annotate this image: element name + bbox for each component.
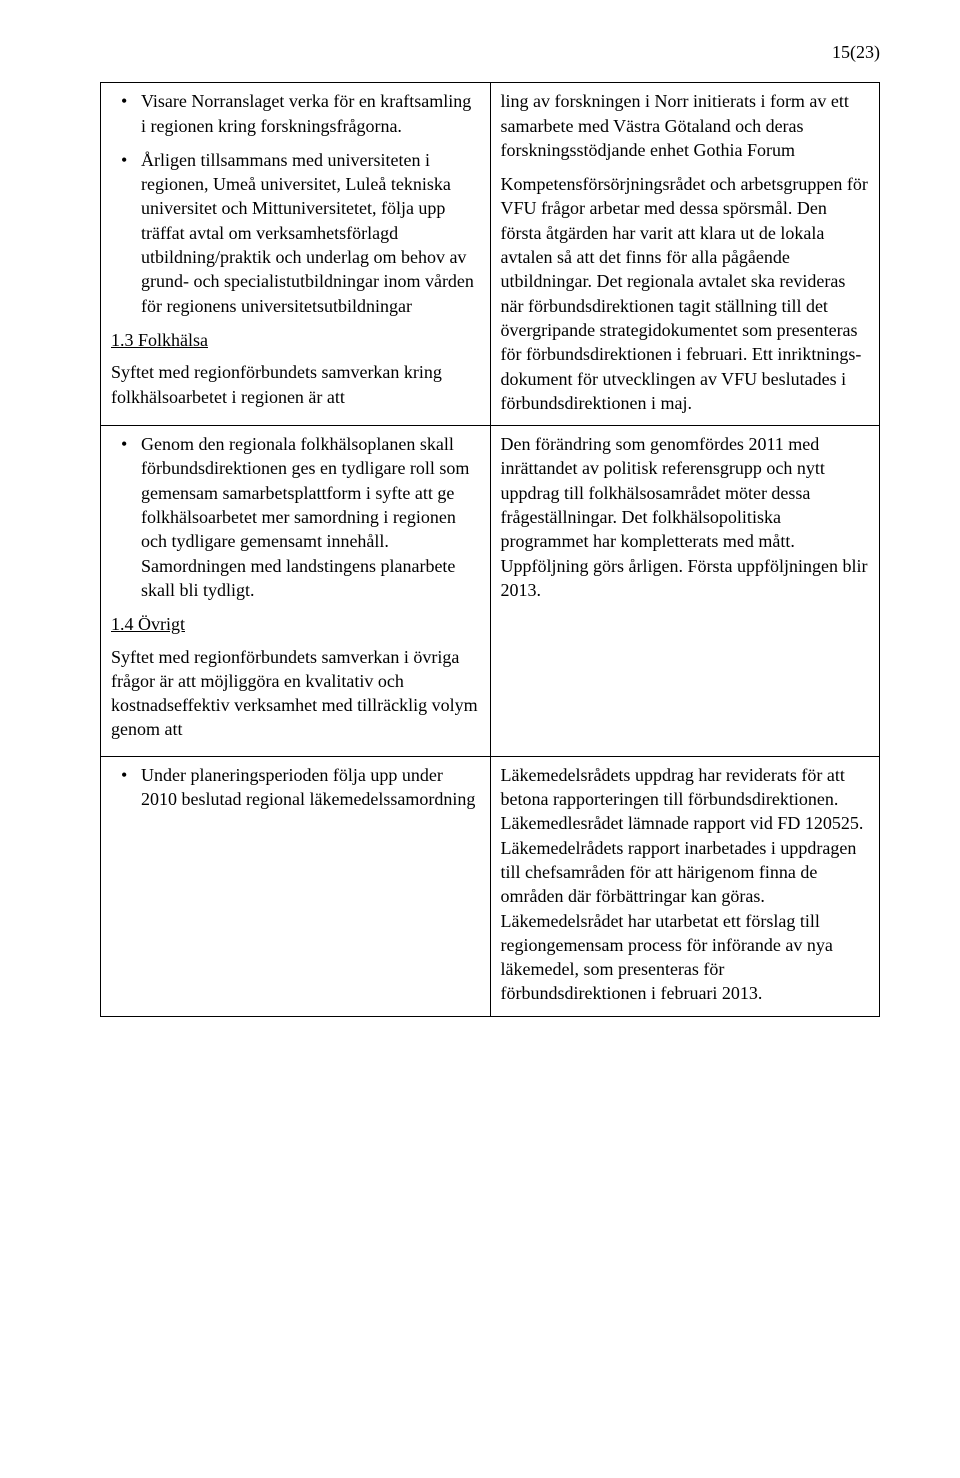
paragraph: ling av forskningen i Norr initierats i …: [501, 89, 870, 162]
cell-left: Visare Norranslaget verka för en kraft­s…: [101, 83, 491, 426]
bullet-list: Under planeringsperioden följa upp under…: [111, 763, 480, 812]
cell-right: Den förändring som genomfördes 2011 med …: [490, 426, 880, 757]
cell-right: Läkemedelsrådets uppdrag har reviderats …: [490, 756, 880, 1016]
section-title: 1.3 Folkhälsa: [111, 328, 480, 352]
bullet-list: Genom den regionala folkhälsopla­nen ska…: [111, 432, 480, 602]
list-item: Genom den regionala folkhälsopla­nen ska…: [111, 432, 480, 602]
paragraph: Kompetensförsörjningsrådet och arbets­gr…: [501, 172, 870, 415]
section-title: 1.4 Övrigt: [111, 612, 480, 636]
paragraph: Läkemedelsrådets uppdrag har reviderats …: [501, 763, 870, 1006]
table-row: Genom den regionala folkhälsopla­nen ska…: [101, 426, 880, 757]
section-intro: Syftet med regionförbundets samverkan i …: [111, 645, 480, 742]
cell-left: Genom den regionala folkhälsopla­nen ska…: [101, 426, 491, 757]
list-item: Under planeringsperioden följa upp under…: [111, 763, 480, 812]
cell-left: Under planeringsperioden följa upp under…: [101, 756, 491, 1016]
list-item: Visare Norranslaget verka för en kraft­s…: [111, 89, 480, 138]
content-table: Visare Norranslaget verka för en kraft­s…: [100, 82, 880, 1016]
cell-right: ling av forskningen i Norr initierats i …: [490, 83, 880, 426]
page-number: 15(23): [100, 40, 880, 64]
list-item: Årligen tillsammans med universiteten i …: [111, 148, 480, 318]
paragraph: Den förändring som genomfördes 2011 med …: [501, 432, 870, 602]
bullet-list: Visare Norranslaget verka för en kraft­s…: [111, 89, 480, 318]
table-row: Visare Norranslaget verka för en kraft­s…: [101, 83, 880, 426]
section-intro: Syftet med regionförbundets samverkan kr…: [111, 360, 480, 409]
table-row: Under planeringsperioden följa upp under…: [101, 756, 880, 1016]
